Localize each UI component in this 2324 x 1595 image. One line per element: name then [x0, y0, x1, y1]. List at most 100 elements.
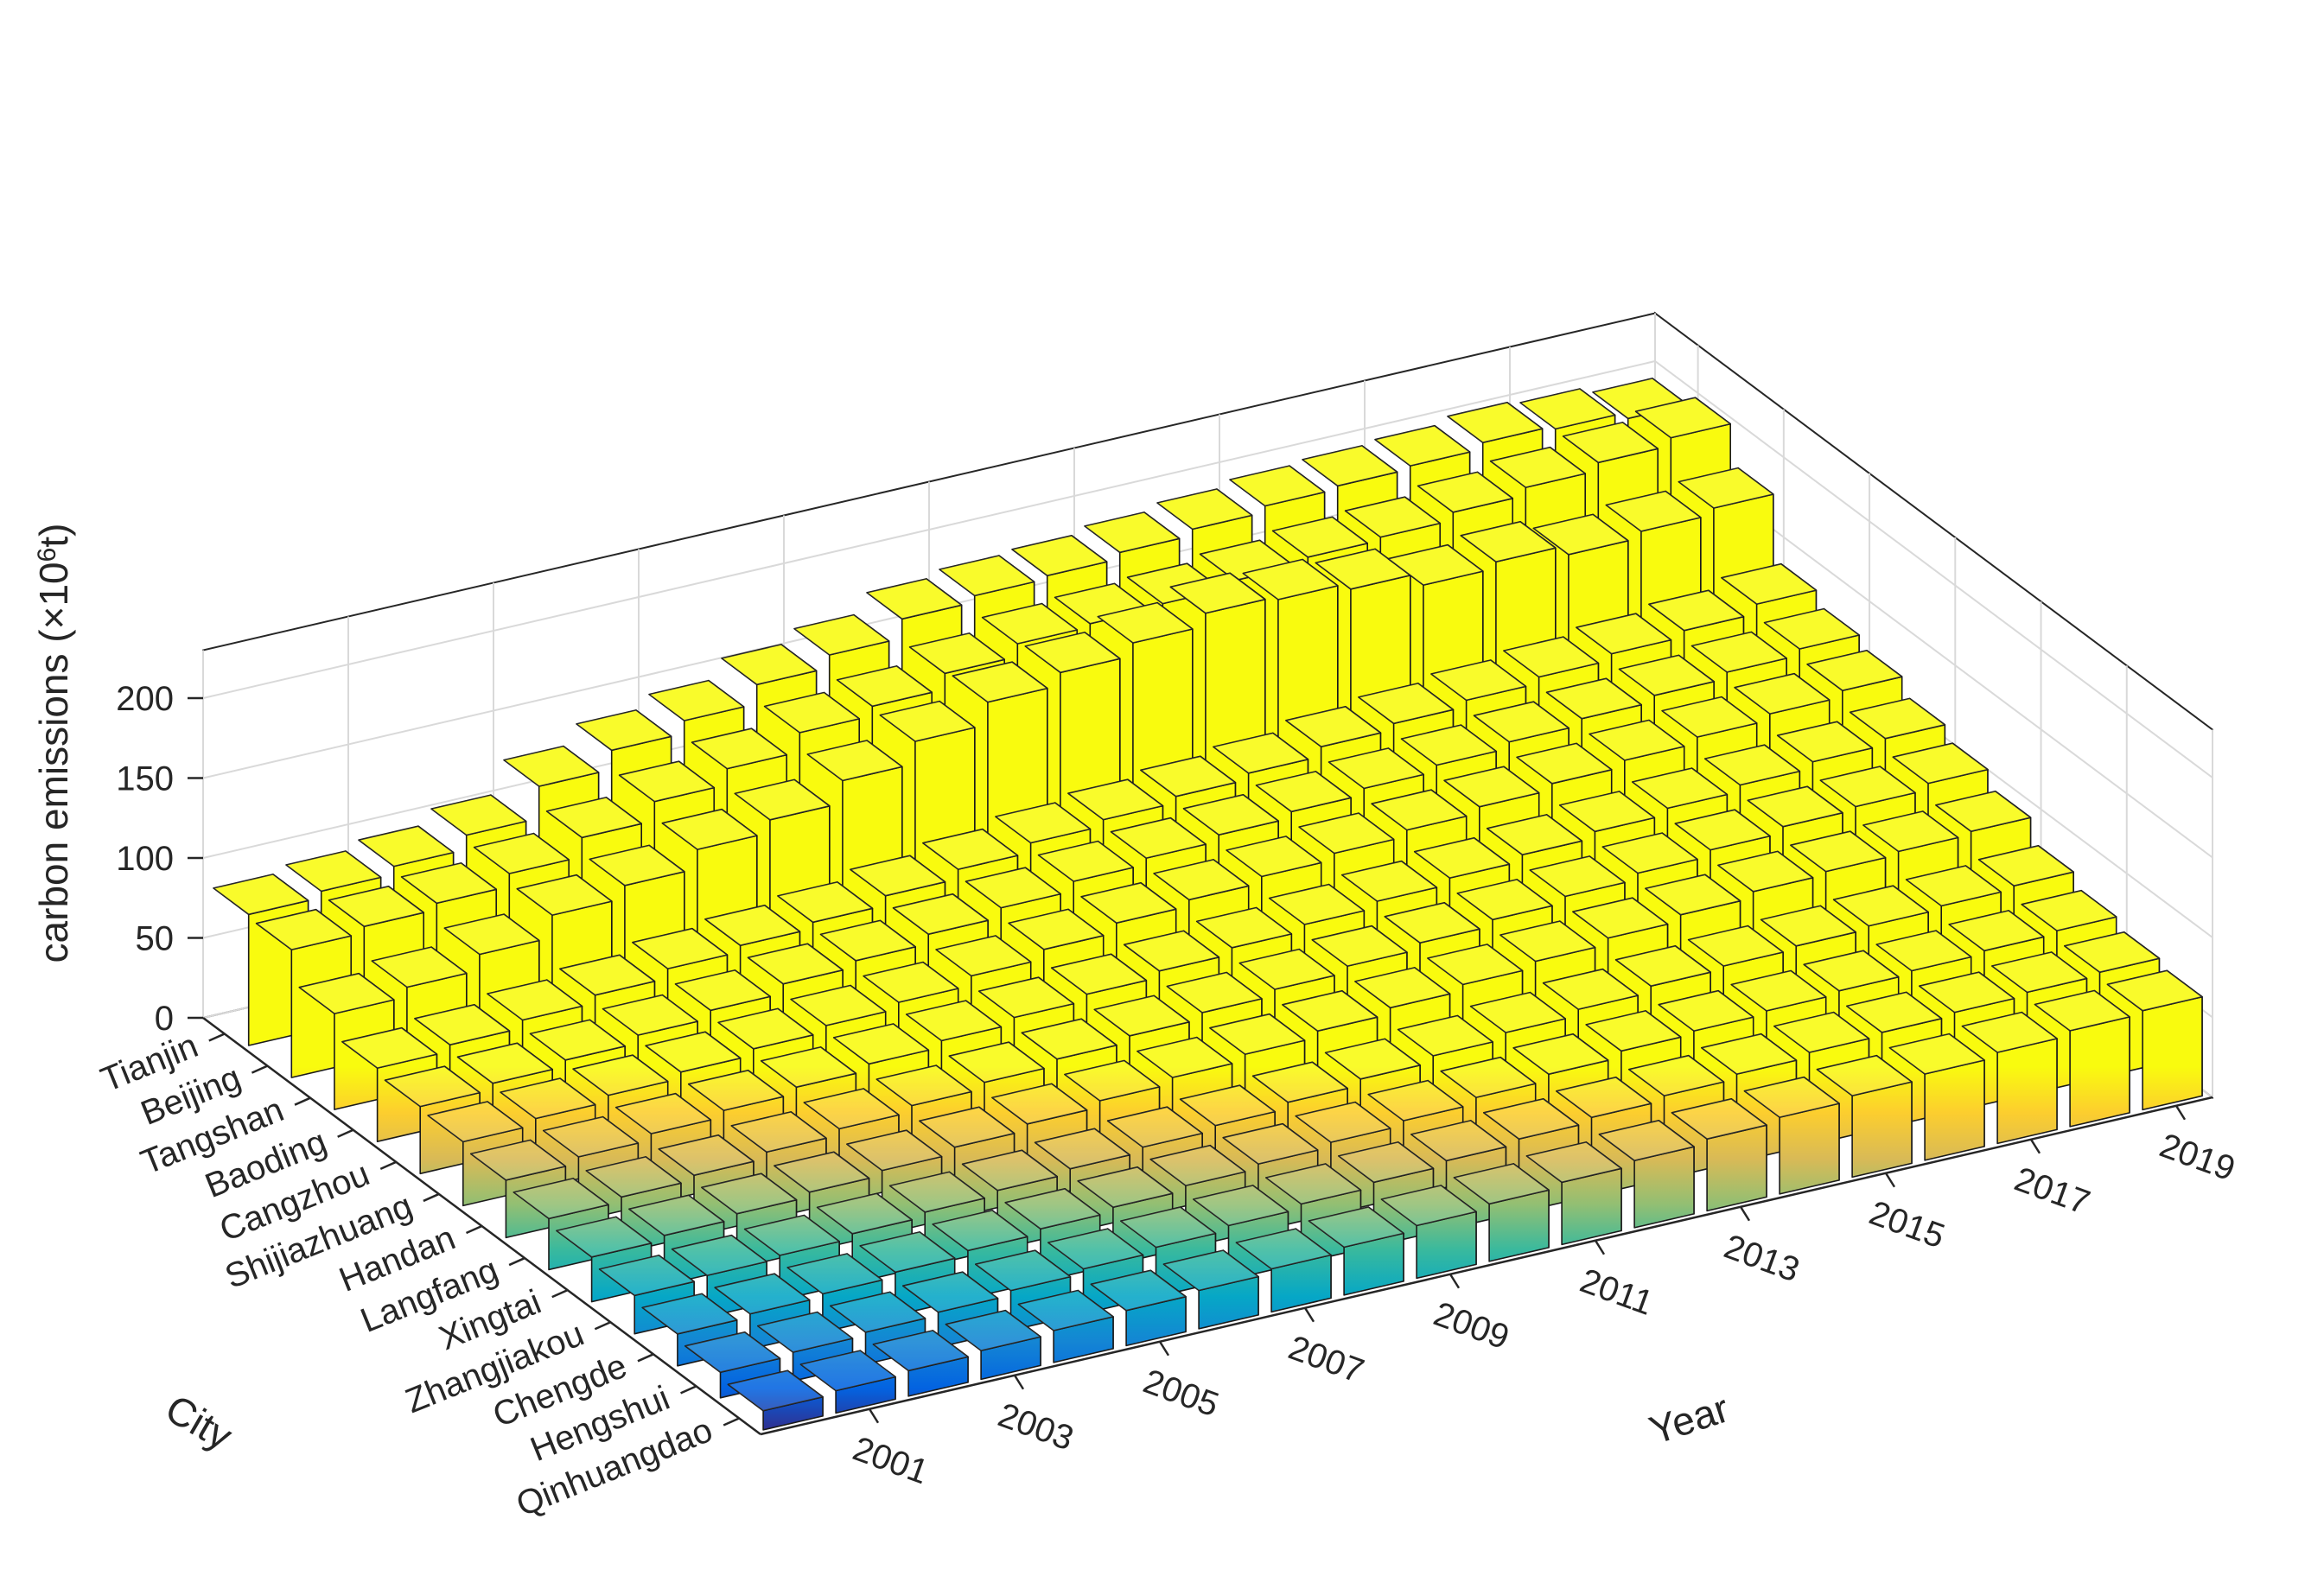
bar-top-shine — [1154, 859, 1249, 900]
bar-top-shine — [1876, 931, 1971, 971]
bar-top-shine — [1807, 650, 1902, 691]
bar-top-shine — [1163, 1250, 1258, 1291]
bar-top-shine — [1381, 1185, 1476, 1226]
bar-top-shine — [1546, 678, 1642, 719]
bar-top-shine — [936, 936, 1031, 976]
bar-top — [1265, 1163, 1362, 1205]
bar-top — [1024, 632, 1121, 674]
bar-top — [1961, 1011, 2058, 1053]
bar-top — [935, 935, 1032, 977]
bar-top — [213, 874, 309, 916]
bar-top-shine — [1628, 1055, 1724, 1096]
city-tick — [465, 1224, 483, 1235]
bar-top — [829, 1291, 926, 1333]
bar-top-shine — [764, 692, 860, 733]
bar-top-shine — [1315, 549, 1410, 589]
bar-top — [1097, 601, 1194, 644]
bar-front — [1924, 1059, 1985, 1161]
bar-top — [786, 1253, 883, 1295]
bar-top-shine — [1296, 1102, 1391, 1142]
bar-top — [614, 1092, 712, 1134]
bar-top — [1977, 844, 2074, 886]
bar-top — [598, 1255, 695, 1297]
y-axis-label: City — [158, 1386, 240, 1459]
bar-top — [648, 679, 745, 721]
bar-top-shine — [500, 1078, 595, 1119]
bar-top-shine — [1398, 1015, 1493, 1056]
bar-top — [2021, 889, 2117, 931]
bar-top — [977, 976, 1075, 1019]
bar-top-shine — [1064, 1060, 1160, 1101]
bar-top — [456, 1042, 553, 1084]
bar-top — [572, 1054, 669, 1096]
year-tick-label: 2013 — [1719, 1228, 1805, 1290]
bar-top-shine — [1078, 1166, 1173, 1208]
bar-top-shine — [1935, 791, 2031, 832]
bar-top — [1324, 1038, 1421, 1080]
bar-top — [701, 1172, 798, 1215]
bar-top — [1460, 520, 1557, 563]
bar-top-shine — [1671, 1098, 1767, 1140]
bar-top-shine — [1302, 445, 1398, 486]
bar-top-shine — [850, 855, 946, 896]
bar-top — [1140, 755, 1237, 798]
bar-top — [1545, 677, 1642, 720]
bar-top-shine — [1107, 1107, 1203, 1147]
bar-top — [1991, 951, 2088, 994]
bar-top — [2106, 969, 2203, 1012]
bar-top-shine — [1430, 660, 1526, 701]
bar-top-shine — [1635, 397, 1731, 438]
bar-top — [1701, 1033, 1798, 1075]
bar-top — [1589, 719, 1685, 761]
bar — [1380, 1185, 1477, 1280]
bar-top-shine — [975, 1250, 1071, 1291]
bar-top — [602, 994, 698, 1036]
bar-top — [1034, 1128, 1130, 1170]
bar-top — [687, 1070, 785, 1111]
bar — [1162, 1249, 1259, 1330]
bar-top — [721, 644, 818, 686]
z-axis-label: carbon emissions (×106t) — [31, 524, 76, 963]
bar-top — [427, 1101, 524, 1143]
bar-top-shine — [1448, 402, 1543, 443]
bar-top-shine — [906, 1001, 1002, 1041]
bar-top-shine — [791, 985, 886, 1026]
bar-top — [747, 943, 844, 985]
bar-top — [1338, 1141, 1435, 1184]
year-tick — [1739, 1206, 1751, 1222]
bar-top — [1849, 697, 1946, 740]
bar-front — [1706, 1124, 1767, 1212]
bar-top-shine — [1513, 1033, 1608, 1075]
bar-top-shine — [1645, 874, 1741, 915]
bar-top-shine — [1223, 1123, 1318, 1165]
bar-top-shine — [965, 867, 1061, 908]
bar-top-shine — [1454, 1163, 1549, 1204]
bar-top-shine — [573, 1055, 668, 1096]
bar-top — [473, 832, 570, 874]
z-tick-label: 100 — [116, 840, 174, 878]
bar-top-shine — [543, 1116, 639, 1157]
bar-top — [945, 1309, 1041, 1351]
bar-top — [888, 1171, 985, 1213]
bar — [1235, 1228, 1332, 1313]
bar-top-shine — [659, 1134, 754, 1176]
bar-top — [1110, 817, 1207, 859]
bar-top-shine — [1265, 1164, 1361, 1204]
bar-top — [628, 1194, 725, 1236]
bar-top — [965, 867, 1061, 909]
bar-top — [743, 1214, 840, 1256]
bar-top-shine — [1461, 521, 1556, 562]
bar-top-shine — [1735, 673, 1830, 715]
bar-top-shine — [1978, 845, 2074, 886]
bar-top — [1806, 649, 1903, 692]
bar-top — [298, 972, 395, 1014]
bar-top — [1453, 1163, 1550, 1205]
bar — [872, 1330, 969, 1397]
bar-top-shine — [1862, 811, 1958, 852]
bar-top-shine — [1632, 768, 1728, 809]
bar-top — [836, 665, 933, 708]
bar-top-shine — [487, 980, 583, 1020]
bar — [932, 1210, 1028, 1300]
bar-top — [1120, 1206, 1217, 1249]
z-tick-label: 0 — [155, 1000, 174, 1038]
